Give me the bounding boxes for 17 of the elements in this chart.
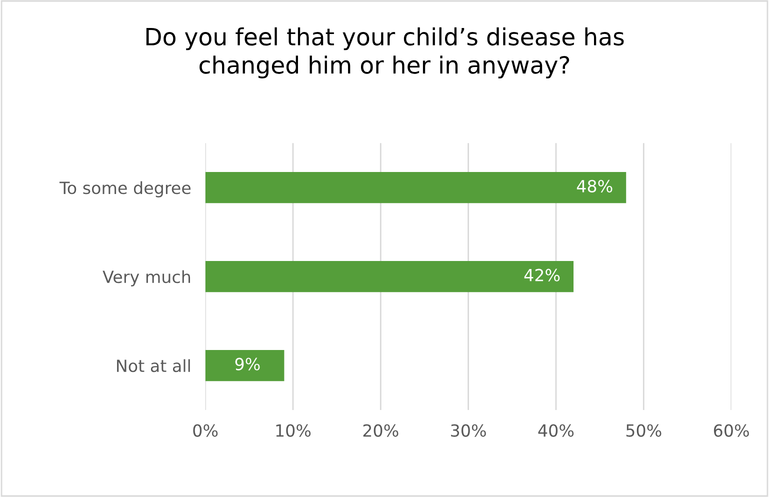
data-label: 9% (235, 358, 260, 370)
bar (205, 350, 284, 382)
chart-title: Do you feel that your child’s disease has changed him or her in anyway? (146, 27, 624, 78)
x-tick-label: 0% (193, 424, 218, 437)
y-tick-label: Not at all (117, 359, 190, 372)
x-tick-label: 30% (451, 424, 486, 437)
data-label: 48% (576, 180, 612, 192)
x-tick-label: 50% (626, 424, 662, 437)
x-tick-label: 60% (714, 424, 749, 437)
x-tick-label: 40% (538, 424, 574, 437)
y-tick-label: To some degree (59, 181, 191, 198)
x-tick-label: 20% (363, 424, 398, 437)
bar (205, 172, 626, 204)
y-tick-label: Very much (102, 270, 190, 286)
x-tick-label: 10% (276, 424, 311, 437)
bar (205, 261, 574, 292)
data-label: 42% (524, 268, 560, 282)
